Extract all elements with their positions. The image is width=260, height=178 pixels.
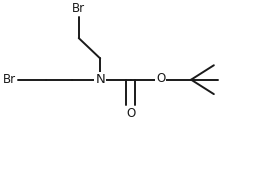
Text: N: N — [95, 73, 105, 86]
Text: O: O — [126, 107, 135, 120]
Text: Br: Br — [72, 2, 85, 15]
Text: O: O — [156, 72, 165, 85]
Text: Br: Br — [3, 73, 16, 86]
